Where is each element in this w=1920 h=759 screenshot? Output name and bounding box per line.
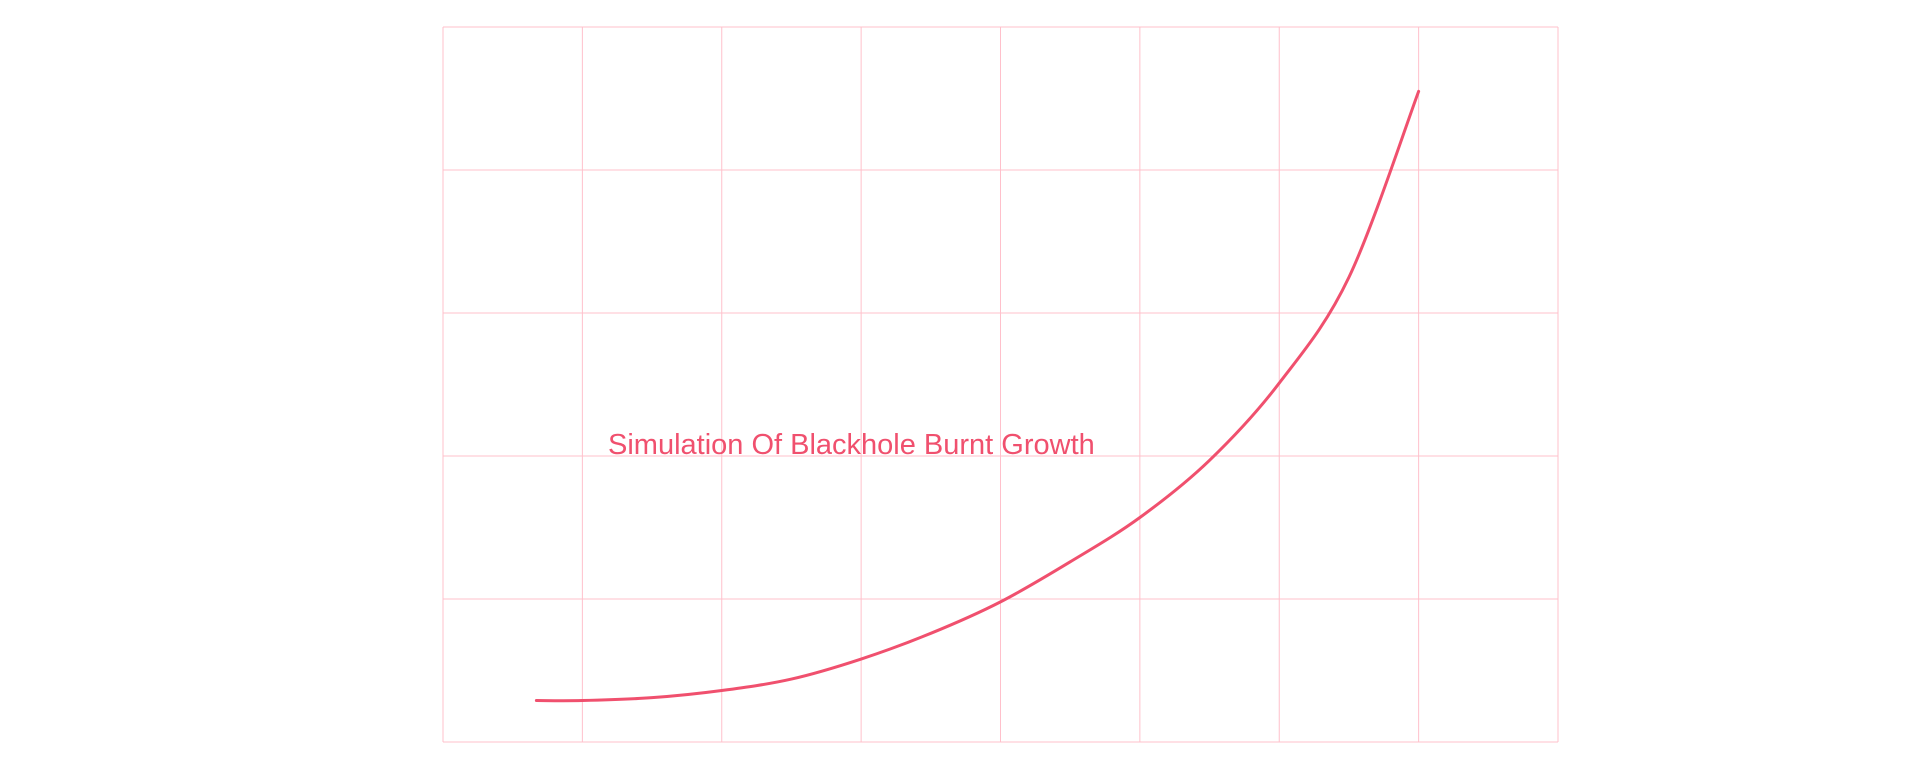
series-lines xyxy=(534,89,1421,703)
series-line xyxy=(534,89,1421,703)
grid xyxy=(442,26,1559,743)
chart-annotation: Simulation Of Blackhole Burnt Growth xyxy=(608,429,1095,461)
